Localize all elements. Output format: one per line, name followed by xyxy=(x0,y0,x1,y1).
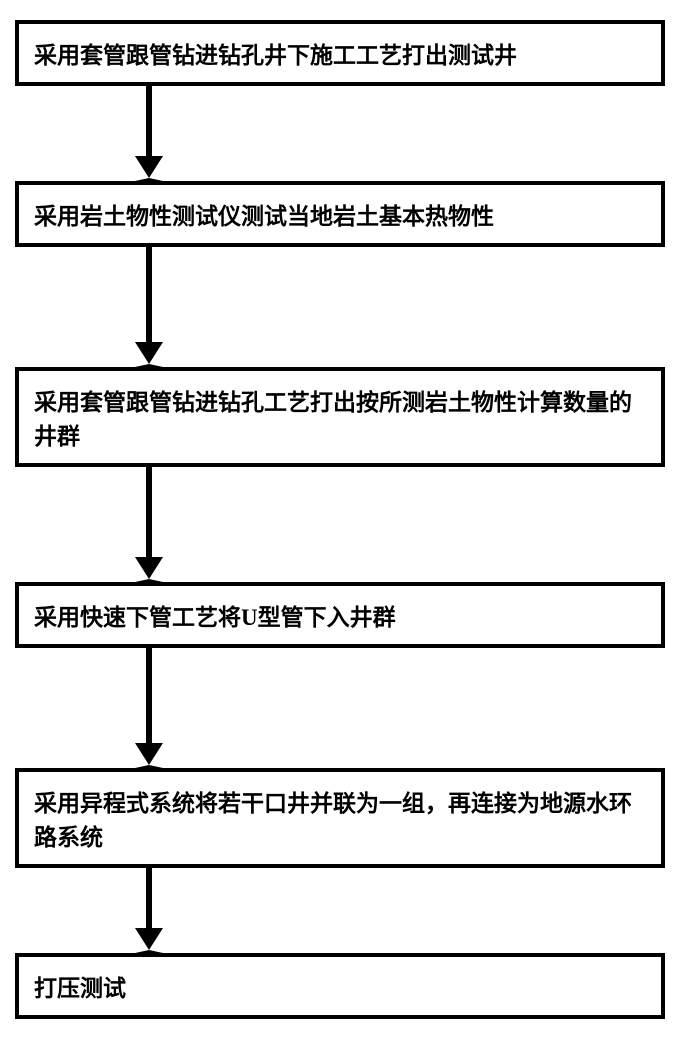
flowchart-step: 采用岩土物性测试仪测试当地岩土基本热物性 xyxy=(15,181,665,247)
arrow-shaft xyxy=(146,247,152,342)
arrow-head xyxy=(135,928,163,953)
arrow-down-icon xyxy=(135,648,163,768)
step-text: 采用套管跟管钻进钻孔井下施工工艺打出测试井 xyxy=(34,43,517,68)
arrow-head xyxy=(135,743,163,768)
step-text: 打压测试 xyxy=(34,976,126,1001)
arrow-down-icon xyxy=(135,467,163,582)
arrow-head xyxy=(135,342,163,367)
arrow-shaft xyxy=(146,467,152,557)
arrow-shaft xyxy=(146,868,152,928)
step-text: 采用套管跟管钻进钻孔工艺打出按所测岩土物性计算数量的井群 xyxy=(34,390,632,449)
arrow-container xyxy=(15,648,665,768)
arrow-down-icon xyxy=(135,868,163,953)
arrow-down-icon xyxy=(135,247,163,367)
flowchart-step: 采用套管跟管钻进钻孔井下施工工艺打出测试井 xyxy=(15,20,665,86)
step-text: 采用异程式系统将若干口井并联为一组，再连接为地源水环路系统 xyxy=(34,791,632,850)
arrow-container xyxy=(15,247,665,367)
flowchart-step: 采用套管跟管钻进钻孔工艺打出按所测岩土物性计算数量的井群 xyxy=(15,367,665,467)
flowchart-container: 采用套管跟管钻进钻孔井下施工工艺打出测试井采用岩土物性测试仪测试当地岩土基本热物… xyxy=(0,0,680,1039)
arrow-down-icon xyxy=(135,86,163,181)
flowchart-step: 采用快速下管工艺将U型管下入井群 xyxy=(15,582,665,648)
flowchart-step: 采用异程式系统将若干口井并联为一组，再连接为地源水环路系统 xyxy=(15,768,665,868)
step-text: 采用岩土物性测试仪测试当地岩土基本热物性 xyxy=(34,204,494,229)
arrow-head xyxy=(135,156,163,181)
arrow-container xyxy=(15,868,665,953)
arrow-container xyxy=(15,467,665,582)
flowchart-step: 打压测试 xyxy=(15,953,665,1019)
arrow-shaft xyxy=(146,86,152,156)
step-text: 采用快速下管工艺将U型管下入井群 xyxy=(34,605,396,630)
arrow-head xyxy=(135,557,163,582)
arrow-shaft xyxy=(146,648,152,743)
arrow-container xyxy=(15,86,665,181)
